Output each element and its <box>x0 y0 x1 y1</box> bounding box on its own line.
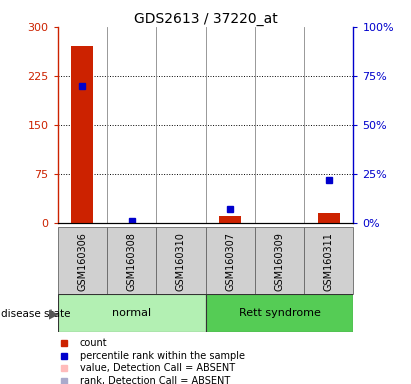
Bar <box>206 294 353 332</box>
Title: GDS2613 / 37220_at: GDS2613 / 37220_at <box>134 12 277 26</box>
Bar <box>255 227 304 294</box>
Bar <box>304 227 353 294</box>
Text: GSM160306: GSM160306 <box>77 232 87 291</box>
Text: normal: normal <box>112 308 151 318</box>
Bar <box>107 227 156 294</box>
Text: Rett syndrome: Rett syndrome <box>238 308 321 318</box>
Bar <box>206 227 255 294</box>
Bar <box>58 227 107 294</box>
Text: percentile rank within the sample: percentile rank within the sample <box>80 351 245 361</box>
Bar <box>71 46 93 223</box>
Text: disease state: disease state <box>1 309 70 319</box>
Bar <box>58 294 206 332</box>
Text: ▶: ▶ <box>48 307 58 320</box>
Text: value, Detection Call = ABSENT: value, Detection Call = ABSENT <box>80 363 235 373</box>
Text: GSM160311: GSM160311 <box>324 232 334 291</box>
Text: GSM160307: GSM160307 <box>225 232 235 291</box>
Bar <box>318 213 340 223</box>
Text: rank, Detection Call = ABSENT: rank, Detection Call = ABSENT <box>80 376 230 384</box>
Text: GSM160308: GSM160308 <box>127 232 136 291</box>
Text: GSM160309: GSM160309 <box>275 232 284 291</box>
Bar <box>219 216 241 223</box>
Text: count: count <box>80 338 108 348</box>
Text: GSM160310: GSM160310 <box>176 232 186 291</box>
Bar <box>156 227 206 294</box>
